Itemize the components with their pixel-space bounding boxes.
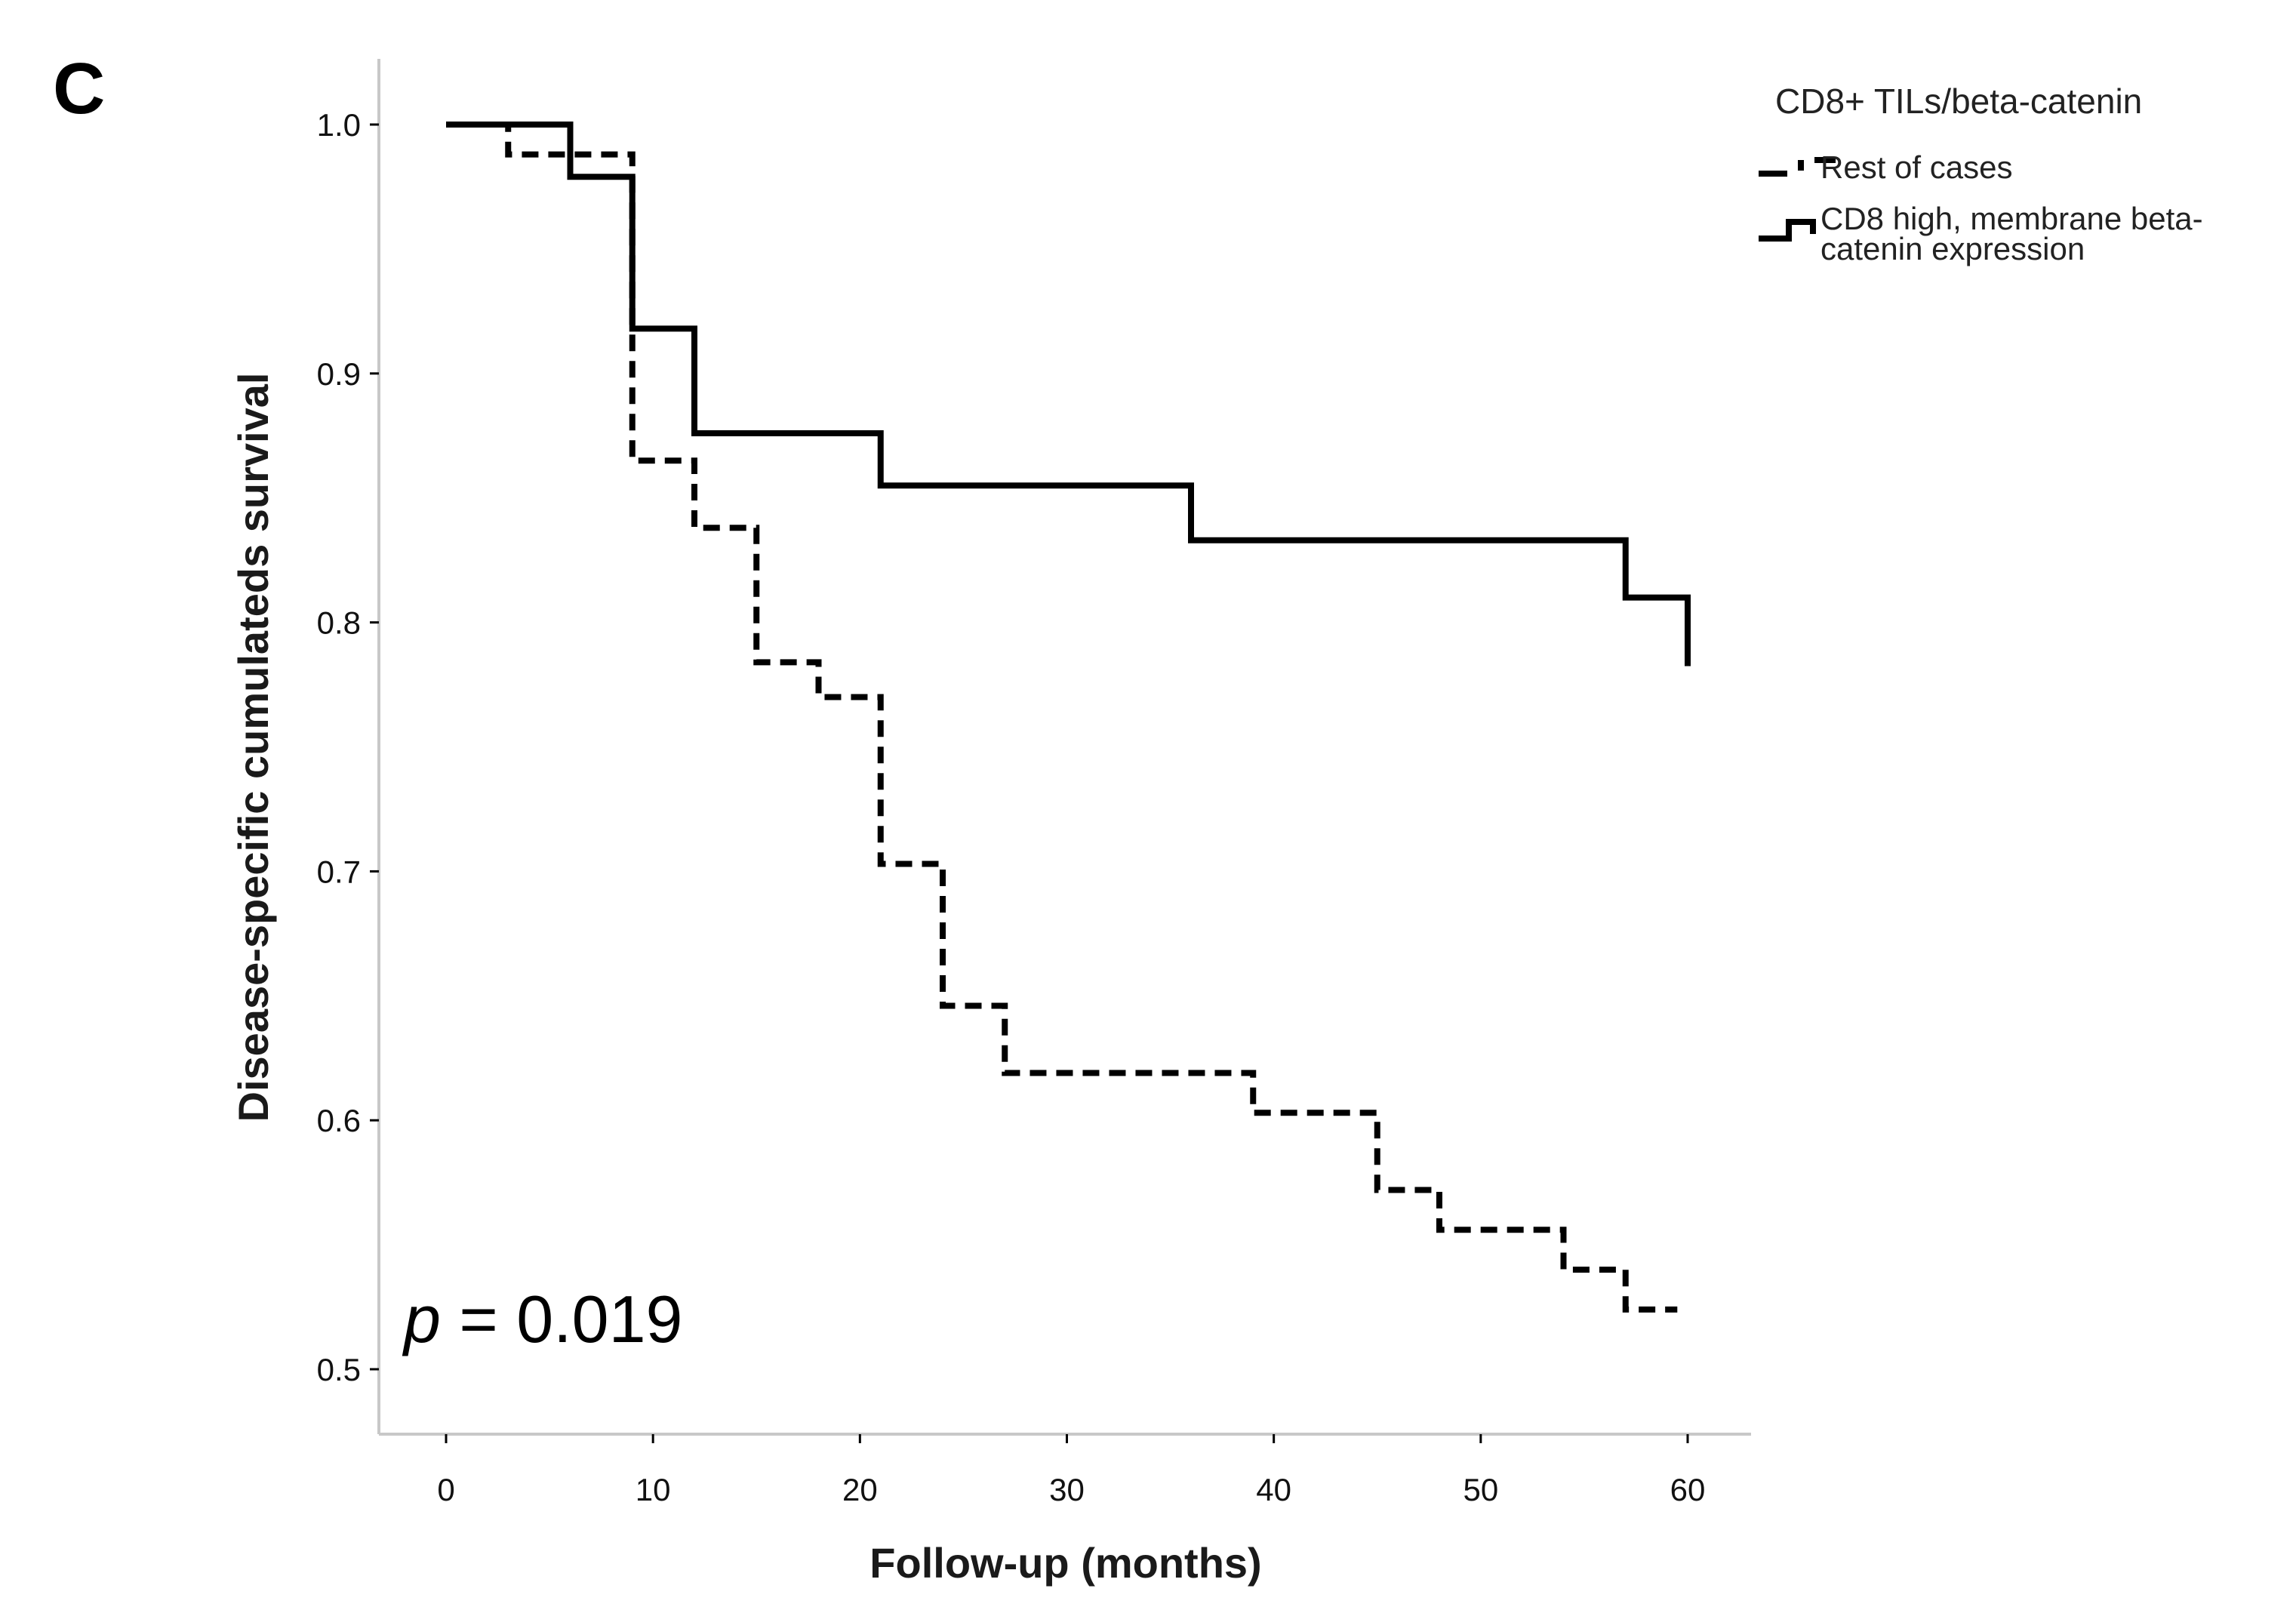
- axes: [377, 59, 1751, 1436]
- series-line-cd8-high: [446, 122, 1691, 667]
- y-tick-label: 0.6: [317, 1103, 361, 1138]
- x-axis-label: Follow-up (months): [869, 1539, 1261, 1587]
- legend-swatch-solid: [1759, 219, 1816, 242]
- legend-entry-label: CD8 high, membrane beta-: [1820, 201, 2203, 236]
- legend-title: CD8+ TILs/beta-catenin: [1775, 82, 2142, 121]
- legend-entry-label: catenin expression: [1820, 231, 2085, 266]
- y-tick-label: 0.8: [317, 605, 361, 641]
- x-tick-label: 10: [636, 1472, 671, 1507]
- series-line-rest-of-cases: [446, 122, 1678, 1313]
- p-value-text: = 0.019: [441, 1282, 683, 1356]
- x-ticks: 0 10 20 30 40 50 60: [437, 1434, 1705, 1507]
- x-tick-label: 20: [842, 1472, 878, 1507]
- y-ticks: 0.5 0.6 0.7 0.8 0.9 1.0: [317, 107, 379, 1387]
- p-value-annotation: p = 0.019: [402, 1282, 682, 1356]
- legend-entries: Rest of cases CD8 high, membrane beta-cat…: [1759, 149, 2203, 266]
- x-tick-label: 50: [1463, 1472, 1498, 1507]
- legend-entry-label: Rest of cases: [1820, 149, 2012, 185]
- legend: CD8+ TILs/beta-catenin Rest of cases CD8 …: [1759, 82, 2203, 266]
- panel-letter: C: [53, 48, 105, 129]
- legend-swatch-dashed: [1759, 157, 1836, 177]
- x-tick-label: 40: [1256, 1472, 1291, 1507]
- x-tick-label: 60: [1670, 1472, 1706, 1507]
- y-axis-label: Disease-specific cumulateds survival: [229, 373, 277, 1122]
- y-tick-label: 0.7: [317, 854, 361, 889]
- series-layer: [446, 122, 1691, 1313]
- y-tick-label: 0.9: [317, 356, 361, 392]
- y-tick-label: 1.0: [317, 107, 361, 143]
- y-tick-label: 0.5: [317, 1352, 361, 1387]
- p-symbol: p: [402, 1282, 441, 1356]
- x-tick-label: 0: [437, 1472, 454, 1507]
- x-tick-label: 30: [1049, 1472, 1085, 1507]
